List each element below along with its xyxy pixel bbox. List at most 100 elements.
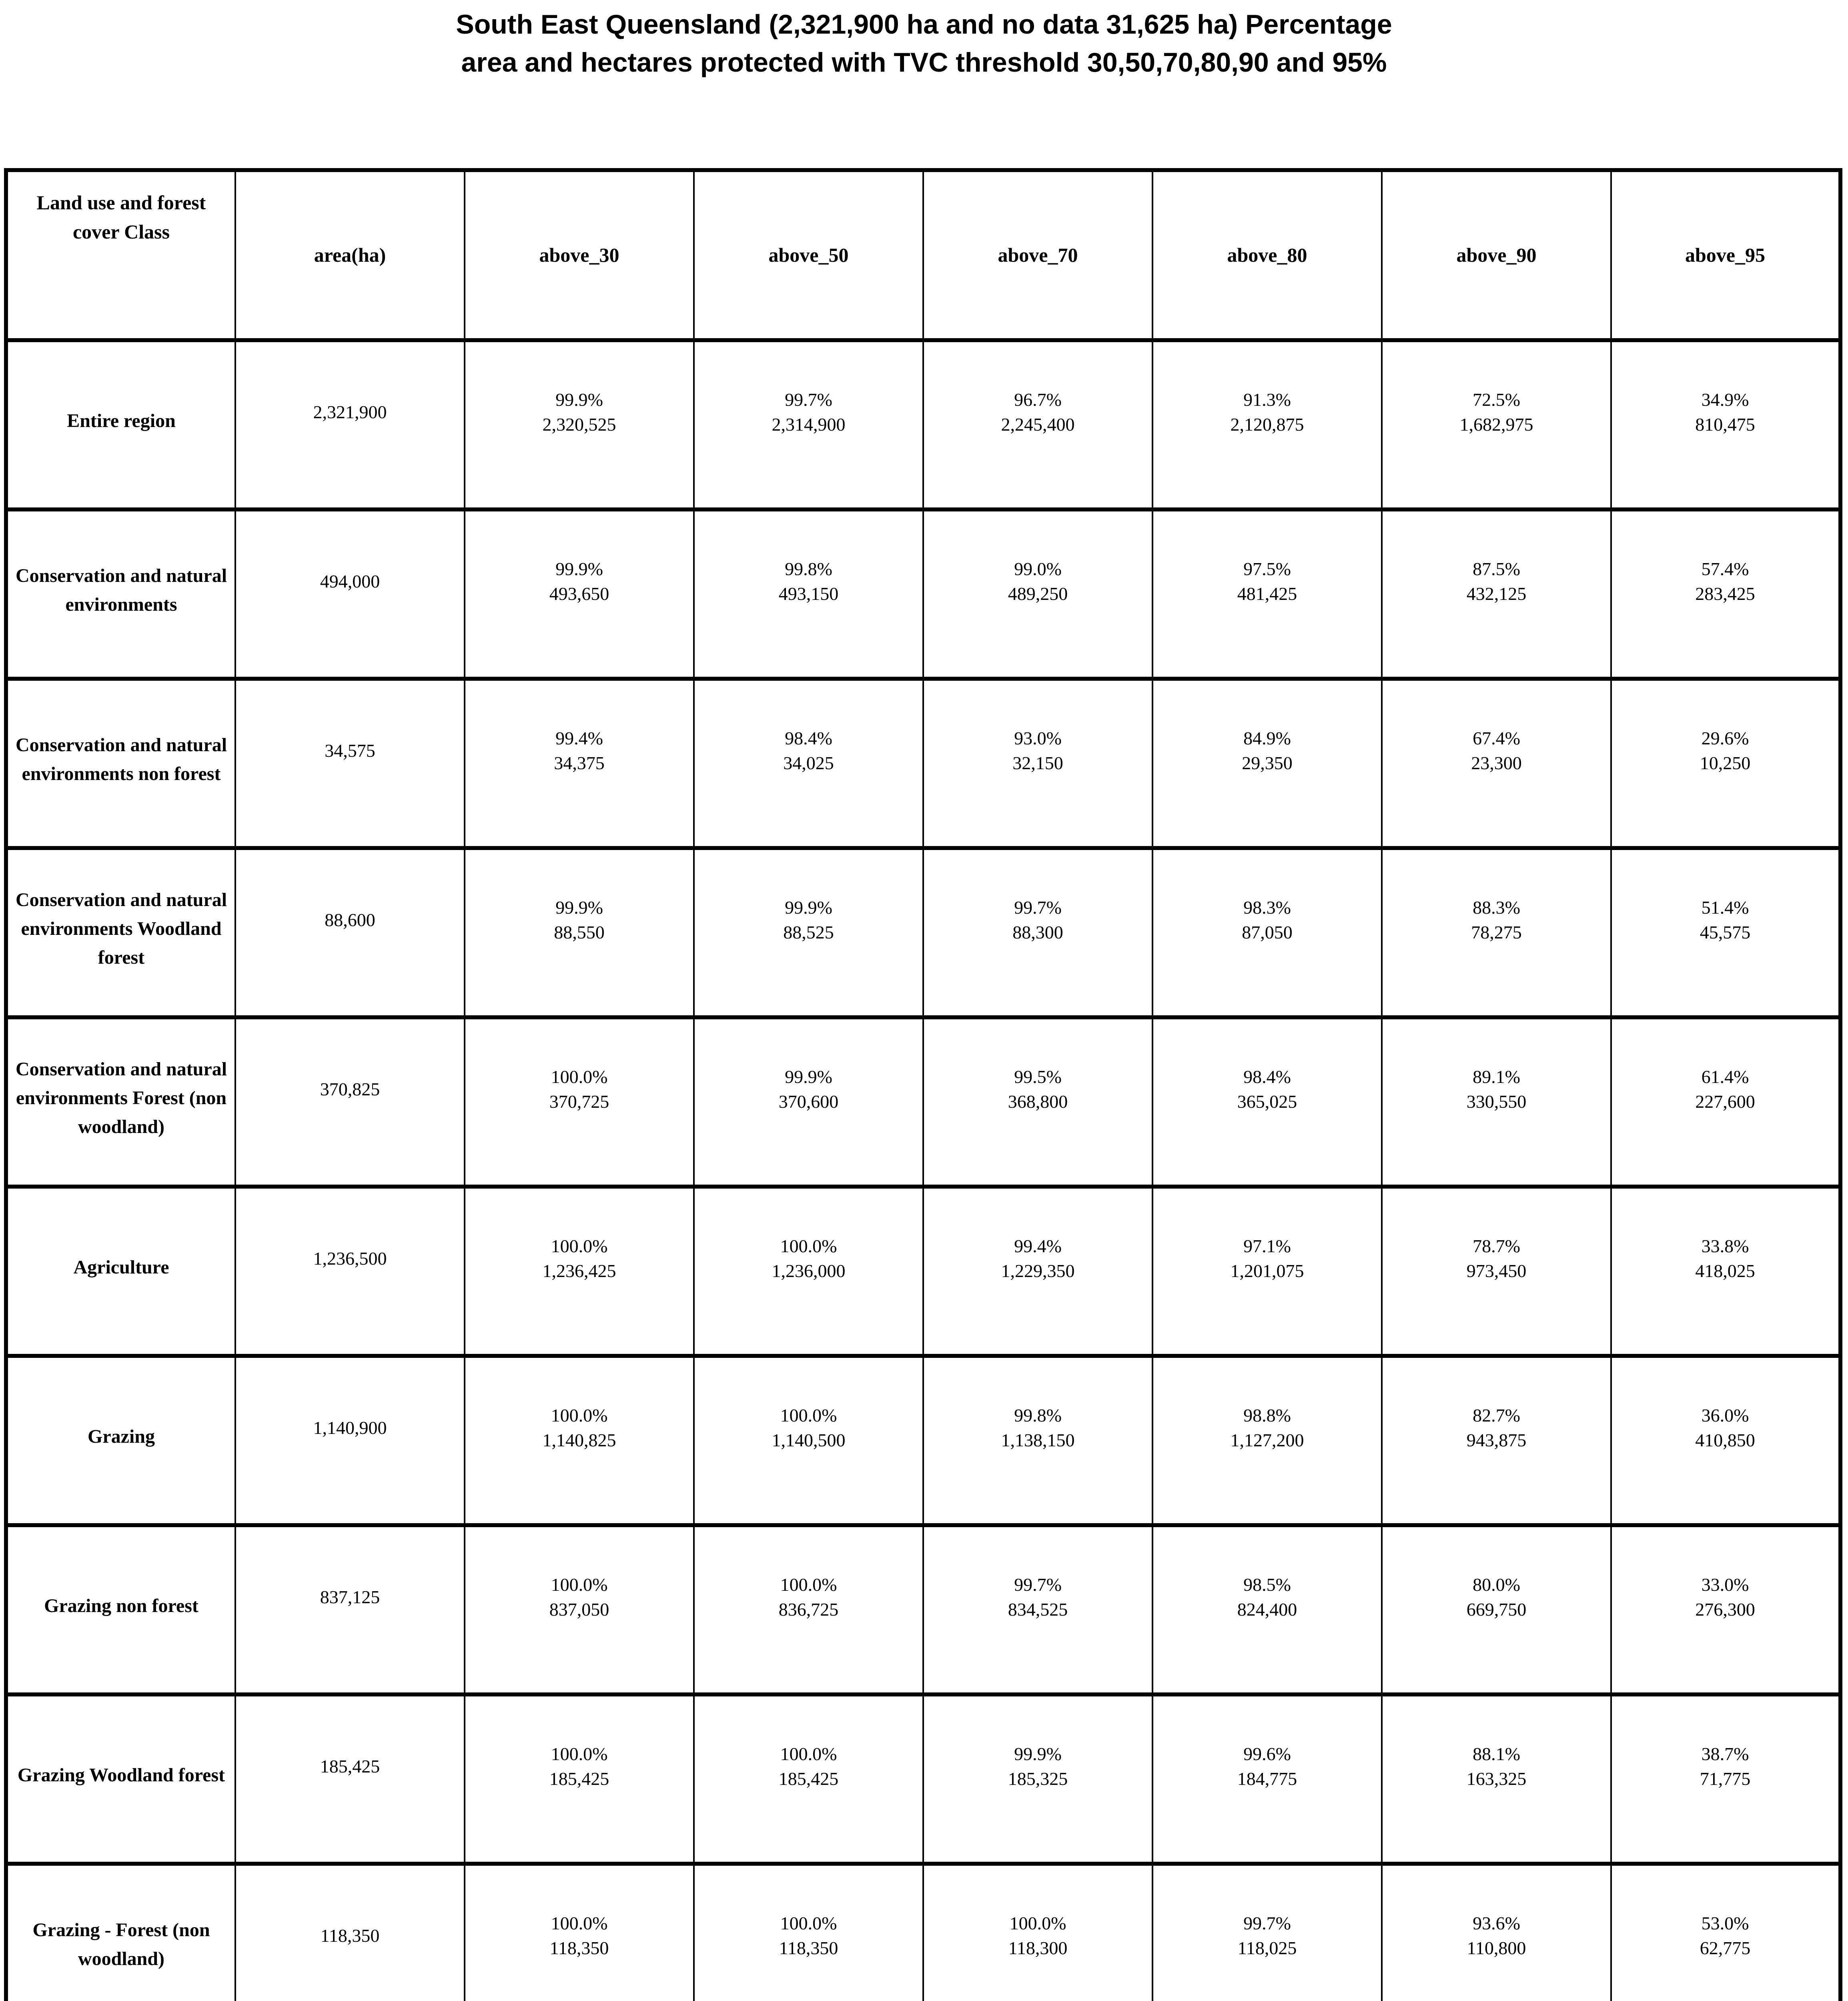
area-cell: 1,236,500 <box>235 1185 465 1358</box>
hectares-value: 32,150 <box>1012 752 1063 773</box>
threshold-cell: 82.7% 943,875 <box>1381 1354 1612 1527</box>
threshold-cell: 53.0% 62,775 <box>1610 1862 1841 2001</box>
percent-value: 99.4% <box>555 728 603 748</box>
threshold-cell: 100.0% 370,725 <box>464 1015 695 1189</box>
row-label: Grazing <box>88 1426 155 1447</box>
percent-value: 84.9% <box>1243 728 1291 748</box>
threshold-cell: 99.9% 185,325 <box>922 1692 1153 1866</box>
hectares-value: 837,050 <box>549 1599 609 1620</box>
percent-value: 91.3% <box>1243 389 1291 410</box>
percent-value: 99.9% <box>555 389 603 410</box>
table-row: Conservation and natural environments no… <box>5 677 1841 850</box>
percent-value: 99.9% <box>785 1066 832 1087</box>
hectares-value: 824,400 <box>1237 1599 1297 1620</box>
hectares-value: 185,425 <box>778 1768 839 1789</box>
percent-value: 98.4% <box>1243 1066 1291 1087</box>
percent-value: 67.4% <box>1473 728 1520 748</box>
data-table: Land use and forest cover Class area(ha)… <box>4 168 1842 2001</box>
percent-value: 88.3% <box>1473 897 1520 918</box>
threshold-cell: 89.1% 330,550 <box>1381 1015 1612 1189</box>
threshold-cell: 99.6% 184,775 <box>1152 1692 1383 1866</box>
area-cell: 370,825 <box>235 1015 465 1189</box>
hectares-value: 1,229,350 <box>1001 1260 1075 1281</box>
percent-value: 88.1% <box>1473 1743 1520 1764</box>
area-cell: 837,125 <box>235 1523 465 1696</box>
row-label-cell: Conservation and natural environments Wo… <box>5 846 236 1019</box>
percent-value: 72.5% <box>1473 389 1520 410</box>
percent-value: 89.1% <box>1473 1066 1520 1087</box>
area-cell: 2,321,900 <box>235 338 465 511</box>
hectares-value: 185,425 <box>549 1768 609 1789</box>
hectares-value: 810,475 <box>1695 414 1755 435</box>
threshold-cell: 57.4% 283,425 <box>1610 507 1841 681</box>
threshold-cell: 87.5% 432,125 <box>1381 507 1612 681</box>
hectares-value: 78,275 <box>1471 922 1522 942</box>
threshold-cell: 99.4% 34,375 <box>464 677 695 850</box>
threshold-cell: 38.7% 71,775 <box>1610 1692 1841 1866</box>
table-row: Grazing non forest 837,125 100.0% 837,050 10… <box>5 1523 1841 1696</box>
hectares-value: 370,600 <box>778 1091 839 1112</box>
threshold-cell: 100.0% 837,050 <box>464 1523 695 1696</box>
hectares-value: 10,250 <box>1700 752 1751 773</box>
threshold-cell: 84.9% 29,350 <box>1152 677 1383 850</box>
table-row: Entire region 2,321,900 99.9% 2,320,525 99.7… <box>5 338 1841 511</box>
threshold-cell: 99.8% 493,150 <box>693 507 924 681</box>
hectares-value: 973,450 <box>1466 1260 1527 1281</box>
row-label: Grazing Woodland forest <box>17 1764 225 1786</box>
area-cell: 88,600 <box>235 846 465 1019</box>
area-value: 185,425 <box>320 1756 380 1776</box>
hectares-value: 118,350 <box>779 1937 838 1958</box>
percent-value: 34.9% <box>1701 389 1749 410</box>
threshold-cell: 98.4% 34,025 <box>693 677 924 850</box>
threshold-cell: 33.8% 418,025 <box>1610 1185 1841 1358</box>
threshold-cell: 99.9% 88,525 <box>693 846 924 1019</box>
hectares-value: 368,800 <box>1008 1091 1068 1112</box>
hectares-value: 836,725 <box>778 1599 839 1620</box>
threshold-cell: 98.4% 365,025 <box>1152 1015 1383 1189</box>
hectares-value: 34,025 <box>783 752 834 773</box>
percent-value: 98.3% <box>1243 897 1291 918</box>
percent-value: 96.7% <box>1014 389 1062 410</box>
row-label: Conservation and natural environments Wo… <box>15 889 227 968</box>
percent-value: 99.7% <box>1014 897 1062 918</box>
percent-value: 53.0% <box>1701 1913 1749 1933</box>
threshold-cell: 99.7% 2,314,900 <box>693 338 924 511</box>
row-label-cell: Agriculture <box>5 1185 236 1358</box>
row-label: Grazing - Forest (non woodland) <box>32 1919 210 1969</box>
hectares-value: 493,650 <box>549 583 609 604</box>
percent-value: 38.7% <box>1701 1743 1749 1764</box>
threshold-cell: 99.7% 88,300 <box>922 846 1153 1019</box>
percent-value: 57.4% <box>1701 558 1749 579</box>
table-row: Conservation and natural environments 494… <box>5 507 1841 681</box>
percent-value: 99.5% <box>1014 1066 1062 1087</box>
row-label: Grazing non forest <box>44 1595 198 1616</box>
percent-value: 100.0% <box>1009 1913 1066 1933</box>
percent-value: 100.0% <box>780 1574 837 1595</box>
hectares-value: 227,600 <box>1695 1091 1755 1112</box>
hectares-value: 370,725 <box>549 1091 609 1112</box>
row-label-cell: Grazing - Forest (non woodland) <box>5 1862 236 2001</box>
hectares-value: 283,425 <box>1695 583 1755 604</box>
hectares-value: 943,875 <box>1466 1430 1527 1450</box>
hectares-value: 489,250 <box>1008 583 1068 604</box>
threshold-cell: 98.3% 87,050 <box>1152 846 1383 1019</box>
row-label: Entire region <box>67 410 176 431</box>
percent-value: 100.0% <box>551 1405 608 1426</box>
area-value: 837,125 <box>320 1586 380 1607</box>
area-value: 370,825 <box>320 1079 380 1099</box>
threshold-cell: 99.9% 493,650 <box>464 507 695 681</box>
percent-value: 100.0% <box>780 1743 837 1764</box>
hectares-value: 2,314,900 <box>772 414 846 435</box>
percent-value: 99.0% <box>1014 558 1062 579</box>
hectares-value: 87,050 <box>1242 922 1293 942</box>
percent-value: 93.0% <box>1014 728 1062 748</box>
percent-value: 100.0% <box>780 1913 837 1933</box>
row-label-cell: Grazing <box>5 1354 236 1527</box>
threshold-cell: 36.0% 410,850 <box>1610 1354 1841 1527</box>
hectares-value: 29,350 <box>1242 752 1293 773</box>
threshold-cell: 72.5% 1,682,975 <box>1381 338 1612 511</box>
table-body: Entire region 2,321,900 99.9% 2,320,525 99.7… <box>5 338 1841 2001</box>
threshold-cell: 29.6% 10,250 <box>1610 677 1841 850</box>
threshold-cell: 99.4% 1,229,350 <box>922 1185 1153 1358</box>
threshold-cell: 80.0% 669,750 <box>1381 1523 1612 1696</box>
